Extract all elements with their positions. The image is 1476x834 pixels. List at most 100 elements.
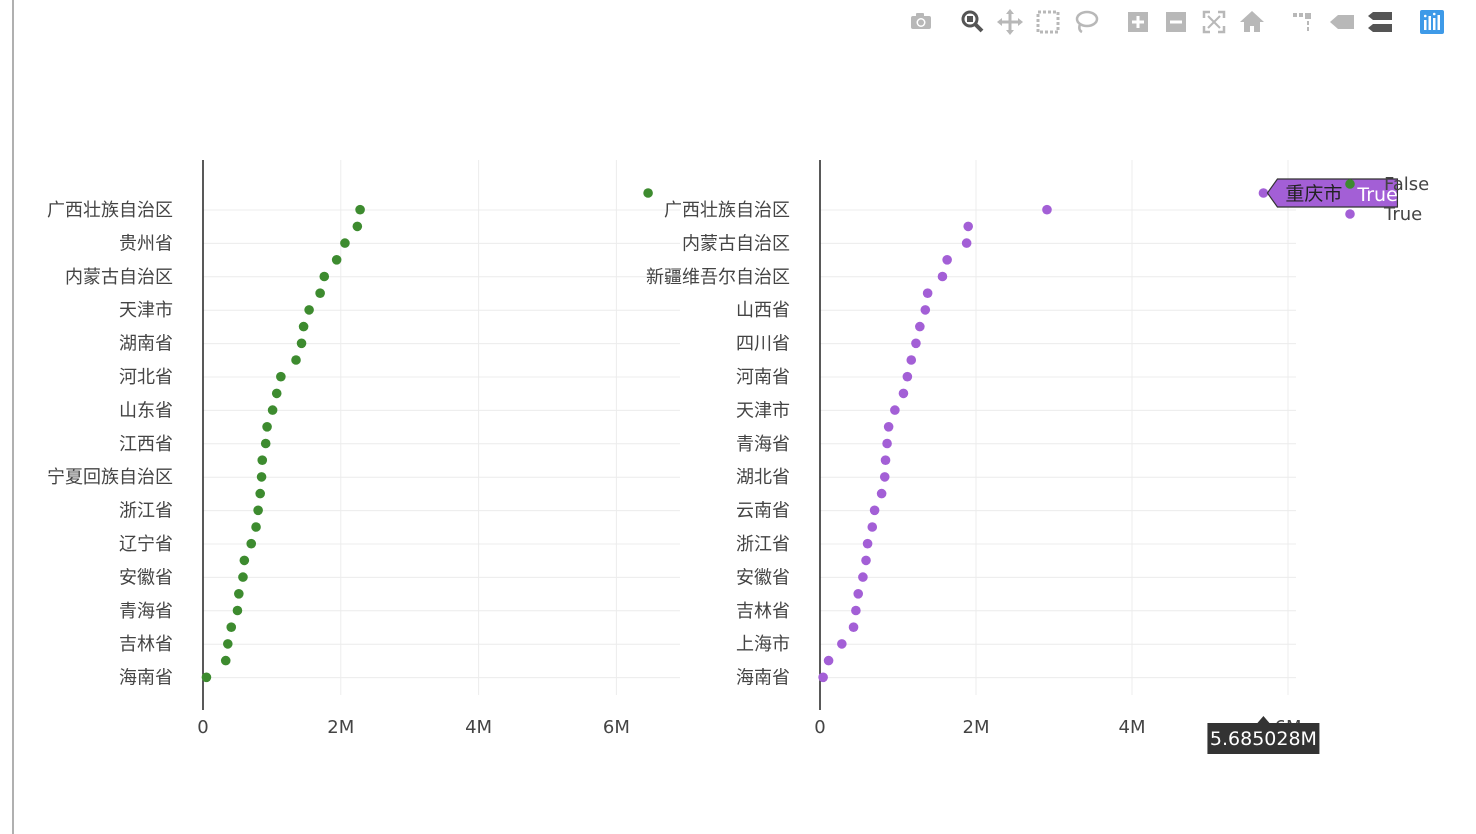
data-point[interactable] bbox=[239, 555, 250, 566]
data-point[interactable] bbox=[291, 355, 301, 365]
box-select-icon bbox=[1036, 10, 1060, 34]
x-tick-label: 2M bbox=[963, 717, 990, 738]
data-point[interactable] bbox=[861, 555, 871, 566]
zoom-in-button[interactable] bbox=[1122, 6, 1154, 38]
data-point[interactable] bbox=[251, 522, 261, 532]
y-tick-label: 吉林省 bbox=[119, 634, 173, 655]
page-left-border bbox=[12, 0, 14, 834]
pan-button[interactable] bbox=[994, 6, 1026, 38]
data-point[interactable] bbox=[271, 388, 282, 399]
data-point[interactable] bbox=[961, 238, 972, 248]
hover-label-series: True bbox=[1356, 184, 1397, 206]
lasso-select-button[interactable] bbox=[1070, 6, 1102, 38]
data-point[interactable] bbox=[1258, 188, 1269, 198]
data-point[interactable] bbox=[911, 338, 921, 349]
y-tick-label: 浙江省 bbox=[736, 534, 790, 555]
data-point[interactable] bbox=[340, 238, 350, 248]
autoscale-button[interactable] bbox=[1198, 6, 1230, 38]
data-point[interactable] bbox=[355, 204, 365, 215]
data-point[interactable] bbox=[882, 438, 892, 449]
data-point[interactable] bbox=[906, 355, 917, 365]
data-point[interactable] bbox=[223, 639, 233, 649]
y-tick-label: 宁夏回族自治区 bbox=[47, 467, 173, 488]
data-point[interactable] bbox=[262, 422, 272, 432]
data-point[interactable] bbox=[315, 288, 325, 299]
data-point[interactable] bbox=[643, 188, 653, 198]
data-point[interactable] bbox=[304, 305, 314, 315]
y-tick-label: 河北省 bbox=[119, 367, 173, 388]
data-point[interactable] bbox=[867, 522, 878, 532]
data-point[interactable] bbox=[879, 472, 890, 482]
reset-axes-button[interactable] bbox=[1236, 6, 1268, 38]
toggle-spike-lines-button[interactable] bbox=[1288, 6, 1320, 38]
y-tick-label: 天津市 bbox=[119, 300, 173, 321]
data-point[interactable] bbox=[876, 488, 887, 499]
legend-marker[interactable] bbox=[1345, 209, 1355, 219]
hover-closest-button[interactable] bbox=[1326, 6, 1358, 38]
data-point[interactable] bbox=[920, 305, 931, 315]
data-point[interactable] bbox=[883, 422, 894, 432]
zoom-button[interactable] bbox=[956, 6, 988, 38]
y-tick-label: 山东省 bbox=[119, 400, 173, 421]
data-point[interactable] bbox=[255, 488, 265, 499]
data-point[interactable] bbox=[246, 538, 257, 549]
data-point[interactable] bbox=[226, 622, 237, 632]
data-point[interactable] bbox=[853, 589, 864, 599]
data-point[interactable] bbox=[963, 221, 973, 232]
legend-marker[interactable] bbox=[1345, 179, 1355, 189]
y-tick-label: 四川省 bbox=[736, 334, 790, 355]
data-point[interactable] bbox=[276, 371, 286, 382]
data-point[interactable] bbox=[902, 371, 913, 382]
data-point[interactable] bbox=[267, 405, 278, 415]
zoom-out-icon bbox=[1166, 12, 1186, 32]
data-point[interactable] bbox=[848, 622, 859, 632]
box-select-button[interactable] bbox=[1032, 6, 1064, 38]
y-tick-label: 新疆维吾尔自治区 bbox=[646, 267, 790, 288]
x-tick-label: 2M bbox=[327, 717, 354, 738]
data-point[interactable] bbox=[260, 438, 271, 449]
data-point[interactable] bbox=[898, 388, 909, 399]
data-point[interactable] bbox=[220, 655, 231, 666]
data-point[interactable] bbox=[298, 321, 309, 332]
y-tick-label: 天津市 bbox=[736, 400, 790, 421]
legend-label[interactable]: True bbox=[1383, 204, 1422, 225]
data-point[interactable] bbox=[352, 221, 363, 232]
data-point[interactable] bbox=[319, 271, 330, 282]
legend-label[interactable]: False bbox=[1384, 174, 1429, 195]
data-point[interactable] bbox=[869, 505, 880, 516]
y-tick-label: 青海省 bbox=[736, 434, 790, 455]
data-point[interactable] bbox=[201, 672, 212, 683]
data-point[interactable] bbox=[818, 672, 828, 683]
data-point[interactable] bbox=[257, 455, 268, 466]
data-point[interactable] bbox=[823, 655, 834, 666]
data-point[interactable] bbox=[1042, 204, 1052, 215]
y-tick-label: 吉林省 bbox=[736, 601, 790, 622]
y-tick-label: 安徽省 bbox=[736, 567, 790, 588]
data-point[interactable] bbox=[942, 254, 952, 265]
data-point[interactable] bbox=[915, 321, 925, 332]
y-tick-label: 上海市 bbox=[736, 634, 790, 655]
data-point[interactable] bbox=[253, 505, 263, 516]
data-point[interactable] bbox=[331, 254, 342, 265]
camera-button[interactable] bbox=[904, 6, 936, 38]
data-point[interactable] bbox=[296, 338, 307, 349]
data-point[interactable] bbox=[234, 589, 244, 599]
data-point[interactable] bbox=[937, 271, 948, 282]
data-point[interactable] bbox=[851, 605, 861, 616]
data-point[interactable] bbox=[858, 572, 868, 582]
data-point[interactable] bbox=[922, 288, 933, 299]
y-tick-label: 湖北省 bbox=[736, 467, 790, 488]
data-point[interactable] bbox=[238, 572, 248, 582]
data-point[interactable] bbox=[880, 455, 891, 466]
data-point[interactable] bbox=[232, 605, 243, 616]
plotly-logo-button[interactable] bbox=[1416, 6, 1448, 38]
zoom-out-button[interactable] bbox=[1160, 6, 1192, 38]
y-tick-label: 山西省 bbox=[736, 300, 790, 321]
hover-compare-button[interactable] bbox=[1364, 6, 1396, 38]
data-point[interactable] bbox=[862, 538, 873, 549]
data-point[interactable] bbox=[890, 405, 900, 415]
x-tick-label: 0 bbox=[197, 717, 208, 738]
data-point[interactable] bbox=[256, 472, 267, 482]
data-point[interactable] bbox=[837, 639, 847, 649]
